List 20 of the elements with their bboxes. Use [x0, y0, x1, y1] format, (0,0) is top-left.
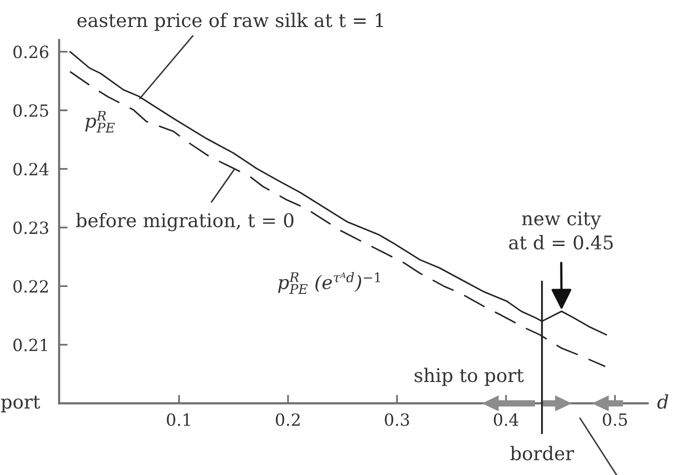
text: port [1, 396, 40, 412]
annotation: p$^{R}$$_{PE}$ (e$^{τᴬd}$)$^{−1}$ [278, 272, 380, 294]
x-tick-label: 0.5 [602, 413, 627, 426]
x-tick-label: 0.2 [276, 413, 300, 426]
y-tick-label: 0.22 [13, 280, 48, 293]
y-tick-label: 0.26 [13, 46, 48, 58]
x-tick-label: 0.3 [384, 413, 410, 426]
annotation: p$^{R}$$_{PE}$ [85, 110, 115, 132]
y-tick-label: 0.25 [13, 104, 48, 117]
annotation: eastern price of raw silk at t = 1 [77, 12, 383, 31]
y-tick-label: 0.23 [13, 221, 48, 234]
annotation: ship to port [414, 368, 524, 386]
y-tick-label: 0.21 [13, 338, 48, 352]
annotation: new city at d = 0.45 [509, 211, 613, 250]
x-axis-title: d [657, 394, 668, 409]
y-tick-label: 0.24 [13, 162, 49, 176]
ref-line-label: border [510, 446, 574, 460]
x-tick-label: 0.4 [494, 413, 518, 426]
x-tick-label: 0.1 [166, 413, 190, 426]
annotation: before migration, t = 0 [76, 212, 294, 232]
